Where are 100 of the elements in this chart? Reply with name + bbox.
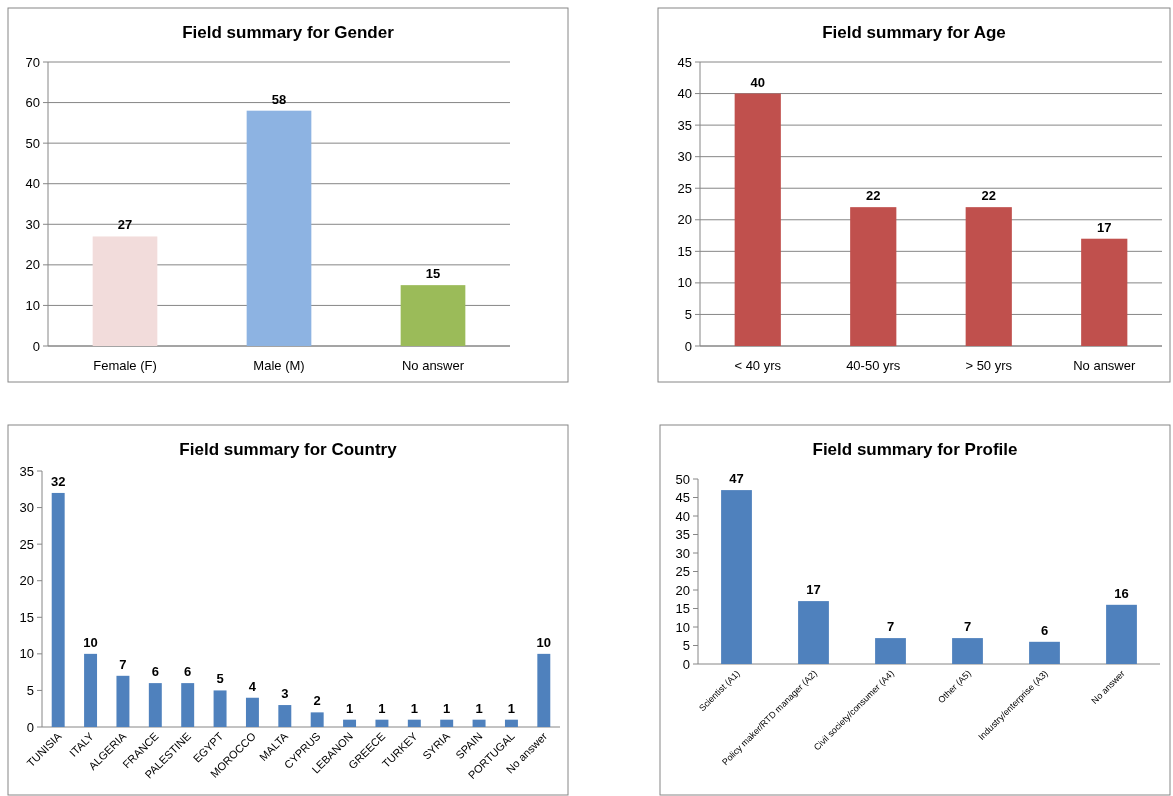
y-tick-label: 15 <box>675 601 690 617</box>
data-label: 1 <box>410 700 418 716</box>
data-label: 1 <box>443 700 451 716</box>
data-label: 7 <box>886 619 895 635</box>
data-label: 6 <box>184 664 192 680</box>
data-label: 22 <box>866 188 881 204</box>
bar <box>92 236 158 346</box>
data-label: 40 <box>750 74 765 90</box>
y-tick-label: 25 <box>677 180 692 196</box>
bar <box>116 675 130 727</box>
y-tick-label: 0 <box>26 719 34 735</box>
y-tick-label: 0 <box>682 656 690 672</box>
bar <box>721 490 752 664</box>
y-tick-label: 35 <box>19 463 34 479</box>
x-tick-label: Male (M) <box>253 358 305 373</box>
data-label: 1 <box>475 700 483 716</box>
y-tick-label: 15 <box>677 243 692 259</box>
data-label: 16 <box>1114 585 1129 601</box>
data-label: 10 <box>83 634 98 650</box>
bar <box>375 719 389 727</box>
bar <box>952 638 983 664</box>
y-tick-label: 70 <box>25 54 40 70</box>
chart-title: Field summary for Age <box>822 23 1006 42</box>
data-label: 27 <box>117 217 133 233</box>
y-tick-label: 35 <box>675 527 690 543</box>
bar <box>472 719 486 727</box>
data-label: 32 <box>50 473 66 489</box>
y-tick-label: 20 <box>25 257 40 273</box>
bar <box>84 653 98 727</box>
bar <box>1106 604 1137 664</box>
y-tick-label: 20 <box>19 573 34 589</box>
bar <box>875 638 906 664</box>
bar <box>278 705 292 727</box>
bar <box>310 712 324 727</box>
data-label: 6 <box>151 664 159 680</box>
y-tick-label: 5 <box>682 638 690 654</box>
bar <box>1081 238 1128 346</box>
y-tick-label: 25 <box>675 564 690 580</box>
bar <box>850 207 897 346</box>
data-label: 47 <box>729 471 744 487</box>
data-label: 5 <box>216 671 224 687</box>
y-tick-label: 5 <box>684 306 692 322</box>
y-tick-label: 10 <box>25 297 40 313</box>
y-tick-label: 30 <box>25 216 40 232</box>
bar <box>343 719 357 727</box>
y-tick-label: 35 <box>677 117 692 133</box>
y-tick-label: 0 <box>32 338 40 354</box>
data-label: 58 <box>271 91 287 107</box>
y-tick-label: 10 <box>677 275 692 291</box>
bar <box>213 690 227 727</box>
chart-title: Field summary for Profile <box>812 440 1018 459</box>
data-label: 7 <box>119 656 127 672</box>
y-tick-label: 15 <box>19 609 34 625</box>
data-label: 10 <box>536 634 552 650</box>
bar <box>181 683 195 727</box>
data-label: 1 <box>345 700 354 716</box>
x-tick-label: No answer <box>401 358 465 373</box>
data-label: 1 <box>378 700 386 716</box>
y-tick-label: 20 <box>675 582 690 598</box>
y-tick-label: 45 <box>677 54 692 70</box>
x-tick-label: > 50 yrs <box>965 358 1013 373</box>
data-label: 3 <box>281 686 289 702</box>
y-tick-label: 5 <box>26 682 34 698</box>
x-tick-label: Female (F) <box>93 358 157 373</box>
y-tick-label: 0 <box>684 338 692 354</box>
data-label: 4 <box>248 678 257 694</box>
y-tick-label: 40 <box>677 86 692 102</box>
bar <box>537 653 551 727</box>
y-tick-label: 25 <box>19 536 34 552</box>
y-tick-label: 60 <box>25 95 40 111</box>
x-tick-label: No answer <box>1073 358 1136 373</box>
x-tick-label: < 40 yrs <box>734 358 782 373</box>
bar <box>246 110 312 346</box>
y-tick-label: 50 <box>25 135 40 151</box>
bar <box>798 601 829 664</box>
y-tick-label: 30 <box>675 545 690 561</box>
y-tick-label: 10 <box>675 619 690 635</box>
data-label: 15 <box>425 266 441 282</box>
bar <box>1029 641 1060 664</box>
data-label: 2 <box>313 693 321 709</box>
data-label: 22 <box>981 188 996 204</box>
bar <box>400 285 466 346</box>
data-label: 7 <box>963 619 972 635</box>
y-tick-label: 20 <box>677 212 692 228</box>
y-tick-label: 10 <box>19 646 34 662</box>
y-tick-label: 30 <box>19 500 34 516</box>
data-label: 17 <box>806 582 821 598</box>
chart-title: Field summary for Country <box>179 440 398 459</box>
bar <box>440 719 454 727</box>
chart-title: Field summary for Gender <box>182 23 395 42</box>
y-tick-label: 50 <box>675 471 690 487</box>
bar <box>245 697 259 727</box>
bar <box>148 683 162 727</box>
data-label: 1 <box>507 700 516 716</box>
y-tick-label: 40 <box>675 508 690 524</box>
x-tick-label: 40-50 yrs <box>846 358 901 373</box>
bar <box>504 719 518 727</box>
y-tick-label: 40 <box>25 176 40 192</box>
bar <box>407 719 421 727</box>
data-label: 6 <box>1040 622 1049 638</box>
